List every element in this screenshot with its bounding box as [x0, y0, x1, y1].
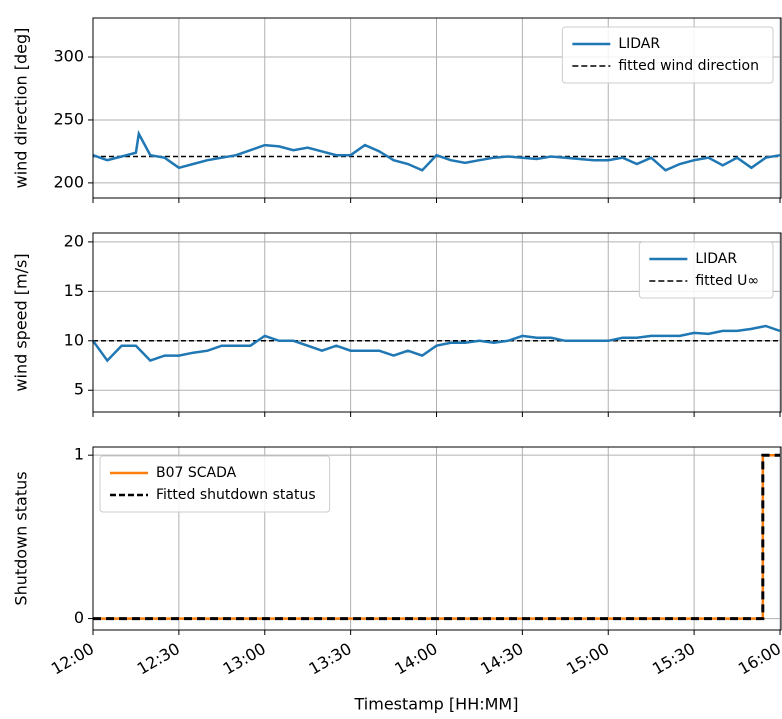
x-tick-label: 15:30 [649, 639, 698, 679]
data-line [92, 129, 781, 172]
x-axis-label: Timestamp [HH:MM] [354, 695, 519, 714]
y-axis-label: wind speed [m/s] [12, 253, 31, 391]
data-line [93, 453, 780, 620]
legend: LIDAR fitted U∞ [638, 241, 774, 299]
legend-label: LIDAR [618, 36, 660, 52]
legend-box [561, 26, 774, 84]
axes-frame [92, 17, 782, 199]
y-tick-label: 200 [53, 172, 84, 191]
subplot: 5 10 15 20 [64, 231, 781, 417]
y-tick-label: 1 [74, 445, 84, 464]
y-tick-label: 20 [64, 231, 84, 250]
axes-frame [92, 232, 782, 413]
data-line [91, 324, 781, 363]
x-tick-label: 15:00 [563, 639, 612, 679]
y-tick-label: 5 [74, 380, 84, 399]
x-tick-label: 12:30 [134, 639, 183, 679]
y-tick-label: 15 [64, 281, 84, 300]
y-tick-label: 300 [53, 47, 84, 66]
y-axis-label: wind direction [deg] [12, 28, 31, 189]
legend-label: B07 SCADA [156, 465, 237, 481]
x-tick-label: 14:30 [477, 639, 526, 679]
legend: LIDAR fitted wind direction [561, 26, 774, 84]
legend-label: Fitted shutdown status [156, 487, 316, 503]
y-tick-label: 10 [64, 330, 84, 349]
legend-label: fitted U∞ [695, 273, 759, 289]
axes-frame [92, 446, 782, 631]
x-tick-label: 16:00 [735, 639, 782, 679]
x-tick-label: 14:00 [391, 639, 440, 679]
x-tick-label: 12:00 [48, 639, 97, 679]
y-axis-label: Shutdown status [12, 471, 31, 605]
x-tick-label: 13:00 [220, 639, 269, 679]
legend-box [638, 241, 774, 299]
legend-label: LIDAR [695, 251, 737, 267]
y-tick-label: 250 [53, 109, 84, 128]
x-tick-label: 13:30 [305, 639, 354, 679]
y-tick-label: 0 [74, 608, 84, 627]
legend: B07 SCADA Fitted shutdown status [99, 455, 331, 513]
legend-box [99, 455, 331, 513]
legend-label: fitted wind direction [618, 58, 759, 74]
